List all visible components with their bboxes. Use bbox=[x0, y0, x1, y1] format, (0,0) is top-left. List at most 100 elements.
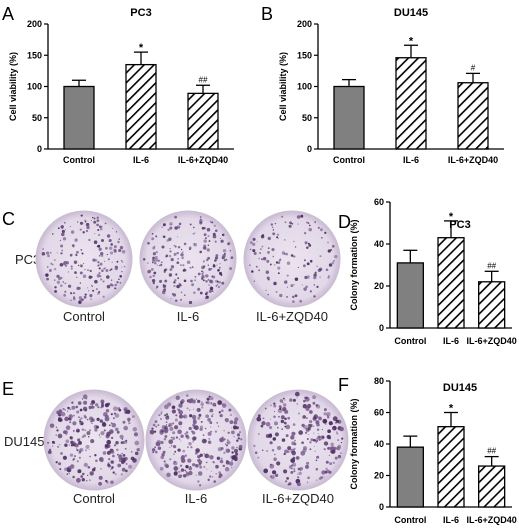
colony-dot bbox=[175, 395, 180, 400]
colony-dish bbox=[243, 210, 341, 308]
colony-dot bbox=[110, 436, 114, 440]
colony-dot bbox=[76, 286, 80, 291]
colony-dot bbox=[294, 246, 297, 248]
colony-dot bbox=[154, 258, 159, 262]
colony-dot bbox=[164, 268, 168, 271]
colony-dot bbox=[206, 454, 210, 459]
colony-dot bbox=[305, 464, 309, 469]
colony-dot bbox=[181, 256, 185, 260]
colony-dot bbox=[78, 456, 81, 459]
colony-dot bbox=[291, 222, 294, 225]
colony-dot bbox=[73, 246, 75, 248]
colony-dot bbox=[197, 399, 201, 404]
colony-dot bbox=[121, 467, 126, 472]
colony-dot bbox=[85, 229, 89, 233]
colony-dot bbox=[119, 454, 122, 457]
colony-dot bbox=[78, 295, 83, 300]
colony-dot bbox=[155, 450, 158, 454]
significance-marker: * bbox=[449, 211, 454, 223]
colony-dot bbox=[181, 251, 184, 254]
colony-dot bbox=[340, 441, 343, 444]
colony-dot bbox=[178, 470, 181, 473]
colony-dot bbox=[312, 401, 316, 405]
colony-dot bbox=[119, 434, 124, 439]
colony-dot bbox=[70, 444, 74, 447]
colony-dot bbox=[287, 416, 291, 420]
colony-dot bbox=[121, 452, 123, 455]
colony-dot bbox=[71, 401, 74, 404]
colony-dot bbox=[128, 422, 131, 425]
colony-dot bbox=[203, 233, 207, 237]
colony-dot bbox=[306, 246, 309, 249]
colony-dot bbox=[334, 456, 338, 460]
x-category-label: IL-6 bbox=[133, 155, 149, 165]
colony-dot bbox=[182, 264, 185, 267]
colony-dot bbox=[79, 447, 84, 452]
colony-dot bbox=[57, 276, 62, 281]
colony-dot bbox=[222, 464, 225, 468]
colony-dot bbox=[192, 463, 196, 467]
colony-dot bbox=[69, 225, 71, 228]
colony-dot bbox=[92, 289, 95, 292]
colony-dot bbox=[279, 293, 283, 298]
colony-dot bbox=[277, 266, 281, 270]
colony-dot bbox=[173, 471, 178, 476]
colony-dot bbox=[157, 260, 159, 262]
colony-dot bbox=[229, 250, 232, 252]
colony-dot bbox=[97, 244, 101, 248]
colony-dot bbox=[128, 464, 133, 469]
colony-dot bbox=[119, 275, 122, 278]
colony-dot bbox=[92, 216, 94, 219]
colony-dot bbox=[178, 222, 182, 226]
colony-dot bbox=[273, 415, 276, 418]
colony-dot bbox=[124, 456, 128, 461]
colony-dot bbox=[319, 228, 323, 232]
colony-dot bbox=[97, 406, 100, 409]
colony-dot bbox=[177, 277, 180, 280]
colony-dot bbox=[54, 286, 57, 289]
colony-dot bbox=[57, 413, 61, 417]
colony-dot bbox=[70, 299, 72, 302]
colony-dot bbox=[155, 235, 158, 238]
colony-dot bbox=[74, 271, 77, 274]
colony-dot bbox=[161, 453, 165, 457]
colony-dot bbox=[116, 260, 119, 263]
bar-il-6 bbox=[125, 63, 157, 150]
colony-dot bbox=[320, 475, 324, 480]
dish-label: Control bbox=[73, 491, 115, 506]
colony-dot bbox=[101, 422, 107, 427]
colony-dot bbox=[189, 266, 192, 269]
colony-dot bbox=[111, 422, 117, 428]
colony-dot bbox=[118, 408, 122, 412]
colony-dot bbox=[330, 442, 334, 447]
colony-dot bbox=[168, 254, 172, 258]
colony-dot bbox=[174, 226, 178, 230]
colony-dot bbox=[59, 468, 62, 471]
colony-dot bbox=[209, 220, 212, 223]
colony-dot bbox=[339, 426, 344, 432]
colony-dot bbox=[121, 261, 124, 263]
colony-dot bbox=[97, 261, 100, 264]
colony-dot bbox=[307, 476, 310, 480]
colony-dot bbox=[72, 441, 76, 445]
colony-dot bbox=[178, 282, 181, 286]
colony-dot bbox=[279, 399, 284, 403]
colony-dot bbox=[302, 446, 308, 451]
colony-dot bbox=[49, 423, 55, 428]
colony-dot bbox=[107, 258, 110, 261]
colony-dot bbox=[280, 415, 285, 420]
colony-dot bbox=[322, 418, 328, 424]
colony-dot bbox=[209, 286, 214, 291]
colony-dot bbox=[184, 433, 186, 435]
colony-dot bbox=[51, 440, 55, 444]
colony-dot bbox=[160, 411, 163, 414]
colony-dot bbox=[59, 444, 61, 446]
colony-dot bbox=[87, 269, 89, 271]
colony-dot bbox=[262, 257, 267, 261]
colony-dot bbox=[57, 227, 60, 230]
colony-dot bbox=[89, 455, 91, 458]
colony-dot bbox=[207, 279, 210, 281]
colony-dot bbox=[201, 275, 205, 279]
colony-dot bbox=[81, 428, 85, 431]
colony-dot bbox=[42, 248, 44, 250]
